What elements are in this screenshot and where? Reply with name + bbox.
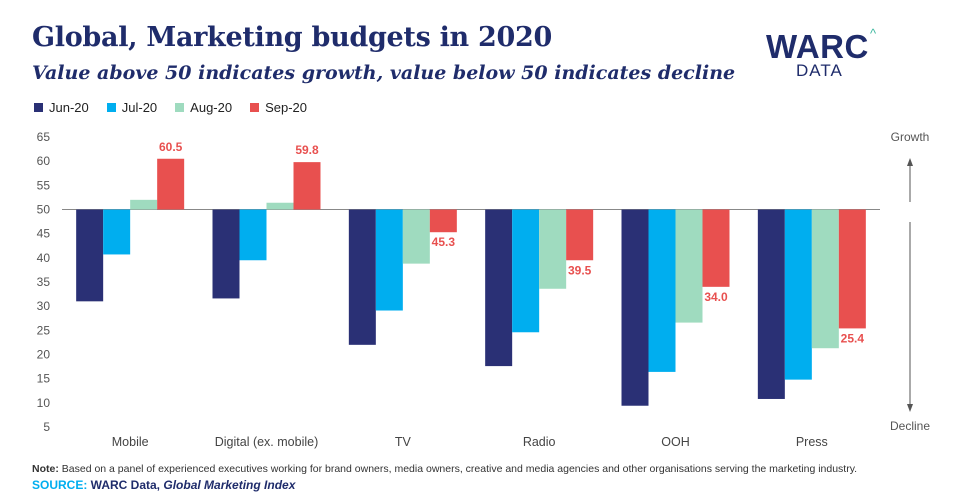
bar (239, 209, 267, 261)
legend-item-sep: Sep-20 (250, 100, 307, 115)
bar (212, 209, 240, 299)
bar (485, 209, 513, 367)
legend-swatch-aug (175, 103, 185, 112)
bar (784, 209, 812, 380)
bar (539, 209, 567, 289)
y-tick-label: 5 (43, 420, 50, 434)
data-label: 34.0 (704, 290, 728, 304)
source-text: WARC Data, (87, 478, 164, 492)
bar (402, 209, 430, 264)
legend-label-sep: Sep-20 (265, 100, 308, 115)
warc-logo: WARC ^ DATA (766, 26, 886, 80)
category-label: Digital (ex. mobile) (215, 435, 319, 449)
y-tick-label: 65 (37, 130, 51, 144)
y-tick-label: 55 (37, 178, 51, 192)
source-line: SOURCE: WARC Data, Global Marketing Inde… (32, 478, 295, 492)
y-tick-label: 35 (37, 275, 51, 289)
bar (811, 209, 839, 349)
legend-item-jul: Jul-20 (106, 100, 158, 115)
legend-item-aug: Aug-20 (175, 100, 232, 115)
y-tick-label: 25 (37, 323, 51, 337)
bar (375, 209, 403, 311)
data-label: 25.4 (841, 331, 865, 345)
down-arrow-icon (907, 404, 913, 412)
category-label: Radio (523, 435, 556, 449)
legend-swatch-jun (34, 103, 43, 112)
legend-swatch-jul (106, 103, 116, 112)
chart-title: Global, Marketing budgets in 2020 (32, 22, 552, 53)
note-label: Note: (32, 463, 59, 475)
y-tick-label: 60 (37, 154, 51, 168)
bar (429, 209, 457, 233)
category-label: TV (395, 435, 412, 449)
bar (266, 202, 294, 210)
y-tick-label: 20 (37, 348, 51, 362)
bar-chart: 5 10 15 20 25 30 35 40 45 50 55 60 65 60.5 Mobile 59.8 D… (37, 130, 931, 449)
bar (566, 209, 594, 261)
growth-label: Growth (891, 130, 930, 144)
data-label: 39.5 (568, 263, 592, 277)
legend-item-jun: Jun-20 (34, 100, 89, 115)
source-title: Global Marketing Index (163, 478, 296, 492)
legend-label-aug: Aug-20 (190, 100, 233, 115)
data-label: 59.8 (295, 143, 319, 157)
category-label: Press (796, 435, 828, 449)
decline-label: Decline (890, 419, 930, 433)
y-tick-label: 30 (37, 299, 51, 313)
logo-text: WARC (766, 28, 869, 65)
bar (76, 209, 104, 302)
bar (757, 209, 785, 399)
up-arrow-icon (907, 158, 913, 166)
data-label: 45.3 (432, 235, 456, 249)
logo-caret-icon: ^ (870, 26, 877, 41)
bar (130, 199, 158, 210)
y-tick-label: 10 (37, 396, 51, 410)
y-tick-label: 40 (37, 251, 51, 265)
bar (293, 162, 321, 210)
note-text: Based on a panel of experienced executiv… (58, 463, 858, 475)
chart-legend: Jun-20 Jul-20 Aug-20 Sep-20 (34, 100, 307, 115)
bar (675, 209, 703, 323)
bar (348, 209, 376, 345)
bar (512, 209, 540, 333)
legend-swatch-sep (250, 103, 260, 112)
bar (702, 209, 730, 287)
source-label: SOURCE: (32, 478, 88, 492)
y-tick-label: 45 (37, 227, 51, 241)
legend-label-jul: Jul-20 (121, 100, 158, 115)
bar (838, 209, 866, 329)
y-tick-label: 15 (37, 372, 51, 386)
footnote: Note: Based on a panel of experienced ex… (32, 463, 857, 475)
legend-label-jun: Jun-20 (49, 100, 89, 115)
chart-subtitle: Value above 50 indicates growth, value b… (32, 62, 736, 84)
bar (103, 209, 131, 255)
bar (621, 209, 649, 406)
logo-subtext: DATA (796, 61, 843, 80)
bar (157, 158, 185, 210)
data-label: 60.5 (159, 140, 183, 154)
category-label: Mobile (112, 435, 149, 449)
bar (648, 209, 676, 372)
category-label: OOH (661, 435, 689, 449)
y-tick-label: 50 (37, 203, 51, 217)
